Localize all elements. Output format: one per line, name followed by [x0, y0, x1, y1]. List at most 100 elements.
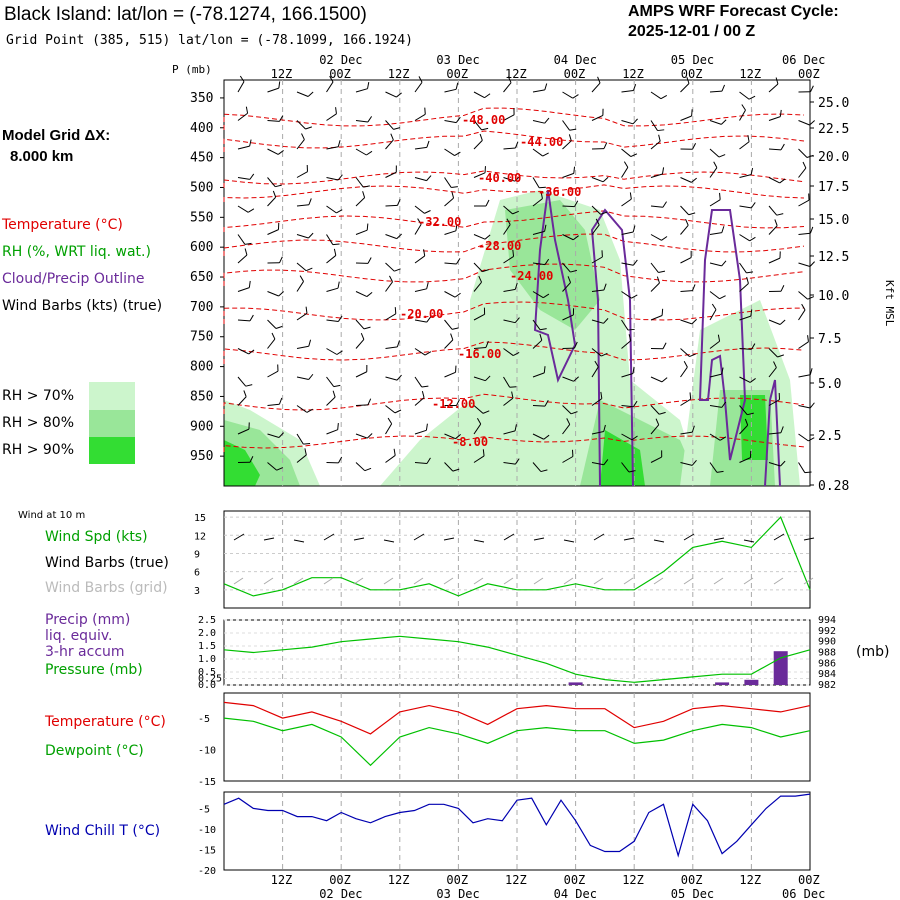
wind-barb-flag	[780, 460, 786, 467]
surface-wind-barb	[533, 537, 545, 541]
wind-barb-flag	[362, 191, 366, 198]
wind-barb-flag	[455, 116, 461, 123]
surface-grid-barb	[713, 577, 724, 585]
temperature-label: Temperature (°C)	[45, 714, 166, 730]
bottom-time-label: 00Z	[798, 873, 820, 887]
wind-barb-flag	[485, 375, 491, 382]
wind-barb-staff	[473, 281, 482, 292]
kft-axis-title: Kft MSL	[883, 280, 896, 327]
wind-barb	[326, 75, 334, 93]
wind-barb	[621, 433, 638, 441]
wind-barb-staff	[385, 171, 397, 178]
pressure-tick-label: 800	[190, 360, 213, 375]
wind-barb	[237, 390, 247, 406]
wind-barb-flag	[595, 218, 600, 226]
wind-barb-staff	[798, 199, 810, 207]
surface-grid-barb	[323, 577, 334, 585]
pressure-axis-title: P (mb)	[172, 63, 212, 76]
wind-barb-flag	[485, 341, 489, 348]
wind-barb-flag	[336, 209, 343, 214]
wind-barb-staff	[798, 309, 806, 321]
wind-barb	[326, 456, 343, 464]
temp-tick-label: -5	[198, 714, 210, 725]
wind-barb-flag	[543, 434, 550, 440]
wind-barb-flag	[691, 109, 693, 117]
wind-barb	[503, 458, 520, 465]
wind-barb-flag	[749, 378, 756, 383]
wind-barb	[355, 462, 372, 472]
wind-barb-staff	[709, 262, 722, 267]
wind-barb-flag	[272, 190, 277, 198]
wind-barb-staff	[503, 82, 512, 93]
wind-barb	[444, 291, 461, 298]
wind-barb-staff	[326, 113, 337, 121]
bottom-date-label: 02 Dec	[319, 887, 362, 900]
wind-barb	[562, 418, 571, 435]
surface-grid-barb	[563, 577, 574, 585]
wind-barb-flag	[426, 140, 430, 148]
kft-tick-label: 25.0	[818, 96, 849, 111]
wind-barb-staff	[532, 319, 541, 331]
wind-barb-staff	[532, 262, 545, 266]
wind-barb-staff	[355, 177, 364, 188]
precip-tick-label: 2.5	[198, 615, 216, 626]
wind-chill-tick-label: -5	[198, 804, 210, 815]
wind-barb-flag	[628, 334, 632, 341]
wind-barb-flag	[721, 84, 726, 92]
pressure-tick-label: 750	[190, 330, 213, 345]
wind-barb-flag	[809, 261, 815, 267]
pressure-tick-label: 550	[190, 210, 213, 225]
wind-barb-staff	[739, 424, 749, 435]
wind-barb	[444, 433, 461, 440]
wind-barb-flag	[249, 173, 255, 180]
wind-barb-staff	[768, 83, 779, 93]
wind-barb	[798, 433, 815, 442]
wind-barb-flag	[568, 134, 572, 141]
wind-barb-flag	[329, 75, 334, 83]
wind-barb	[267, 190, 277, 207]
wind-barb-staff	[385, 346, 398, 349]
wind-barb	[385, 374, 402, 381]
wind-barb-flag	[249, 139, 252, 147]
wind-barb	[473, 417, 482, 435]
wind-barb	[444, 148, 461, 156]
wind-barb-flag	[602, 176, 609, 183]
wind-barb-staff	[532, 120, 545, 124]
wind-barb-staff	[385, 91, 397, 98]
wind-barb	[650, 342, 667, 350]
pressure-tick-label: 850	[190, 389, 213, 404]
wind-barb-staff	[444, 319, 453, 330]
wind-barb	[768, 205, 784, 216]
wind-barb	[621, 259, 638, 266]
wind-barb-staff	[591, 224, 600, 235]
wind-barb-flag	[632, 366, 635, 374]
wind-barb-flag	[539, 186, 546, 189]
wind-barb	[385, 262, 401, 272]
wind-barb	[709, 84, 726, 93]
wind-barb	[296, 164, 308, 178]
cross-section-panel	[220, 75, 815, 487]
wind-barb-flag	[691, 425, 695, 433]
wind-barb-staff	[591, 319, 604, 324]
cloud-outline	[590, 208, 634, 487]
wind-barb-flag	[690, 250, 692, 258]
wind-barb-flag	[775, 77, 779, 85]
wind-barb	[768, 177, 786, 184]
kft-tick-label: 17.5	[818, 180, 849, 195]
wind-barb-flag	[572, 235, 579, 241]
surface-grid-barb	[413, 577, 424, 585]
wind-barb	[768, 361, 777, 378]
wind-barb	[414, 175, 432, 182]
wind-barb	[267, 256, 283, 264]
wind-barb-staff	[296, 345, 309, 349]
pressure-tick-label: 900	[190, 419, 213, 434]
wind-barb-flag	[601, 352, 608, 357]
wind-barb-flag	[421, 385, 429, 388]
wind-barb-staff	[414, 397, 425, 406]
surface-wind-barb	[473, 539, 485, 543]
wind-barb	[267, 291, 284, 297]
wind-barb-staff	[562, 376, 574, 382]
wind-barb-staff	[444, 177, 452, 188]
wind-barb-flag	[544, 400, 549, 407]
wind-speed-tick-label: 12	[194, 531, 206, 542]
